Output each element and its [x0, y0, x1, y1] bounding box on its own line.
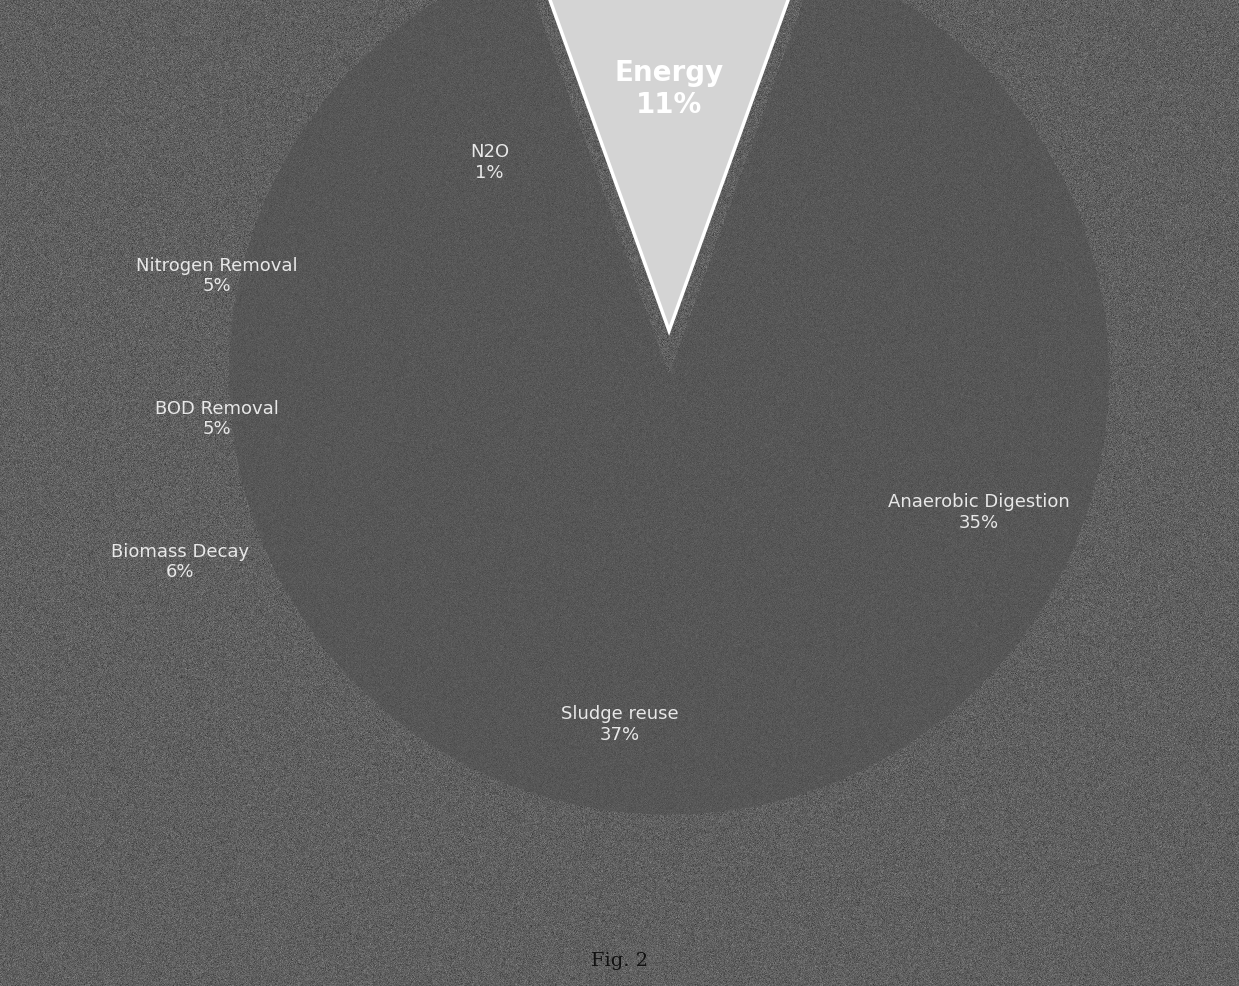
Wedge shape — [494, 0, 669, 375]
Text: Biomass Decay
6%: Biomass Decay 6% — [110, 542, 249, 582]
Wedge shape — [669, 0, 1109, 739]
Wedge shape — [234, 151, 669, 375]
Text: BOD Removal
5%: BOD Removal 5% — [155, 399, 279, 439]
Wedge shape — [290, 44, 669, 375]
Wedge shape — [520, 0, 818, 330]
Text: Nitrogen Removal
5%: Nitrogen Removal 5% — [136, 256, 297, 296]
Wedge shape — [378, 0, 669, 375]
Text: N2O
1%: N2O 1% — [470, 143, 509, 182]
Text: Anaerobic Digestion
35%: Anaerobic Digestion 35% — [888, 493, 1069, 532]
Text: Fig. 2: Fig. 2 — [591, 952, 648, 970]
Text: Energy
11%: Energy 11% — [615, 58, 724, 119]
Text: Sludge reuse
37%: Sludge reuse 37% — [561, 705, 678, 744]
Wedge shape — [229, 306, 917, 814]
